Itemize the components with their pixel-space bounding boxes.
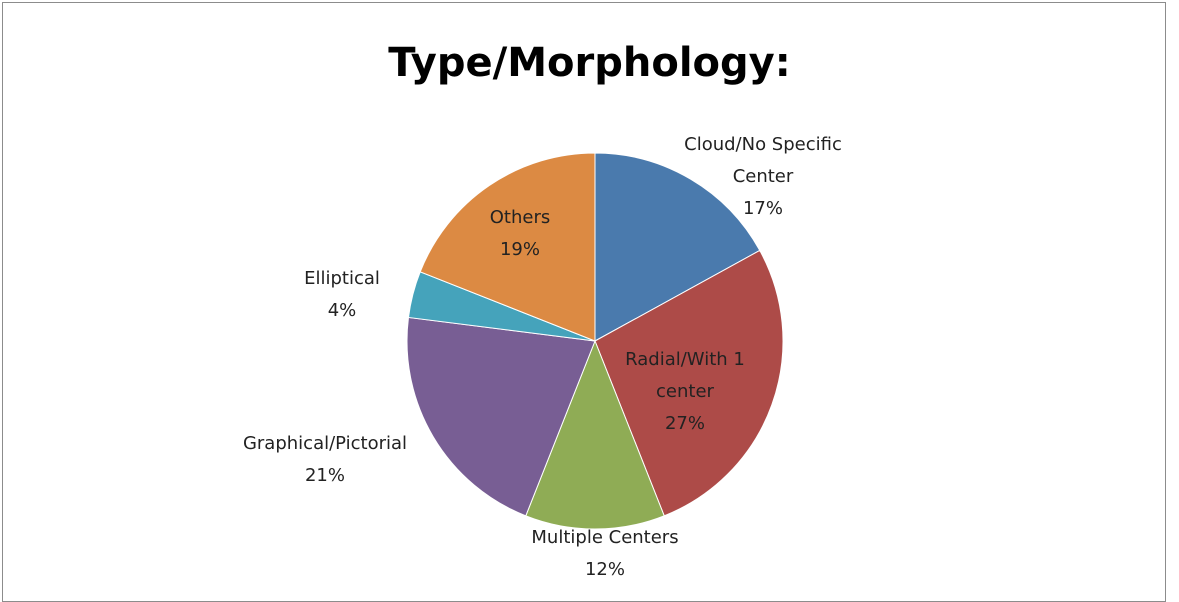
chart-title: Type/Morphology:	[388, 40, 791, 86]
value-label: 4%	[327, 300, 357, 321]
data-label: Multiple Centers 12%	[485, 522, 725, 586]
data-label: Others 19%	[460, 202, 580, 266]
slice-label: Cloud/No Specific Center	[684, 134, 842, 187]
slice-label: Graphical/Pictorial	[242, 433, 408, 454]
slice-label: Others	[489, 207, 551, 228]
value-label: 17%	[742, 198, 783, 219]
slice-label: Elliptical	[304, 268, 380, 289]
pie-slice	[406, 316, 596, 517]
pie-slice	[594, 249, 784, 517]
pie-slice	[525, 339, 665, 530]
value-label: 12%	[584, 559, 625, 580]
pie-slice	[594, 152, 761, 342]
value-label: 21%	[304, 465, 345, 486]
chart	[406, 152, 784, 530]
data-label: Graphical/Pictorial 21%	[205, 428, 445, 492]
data-label: Cloud/No Specific Center 17%	[668, 129, 858, 225]
pie-slice	[419, 152, 596, 342]
data-label: Radial/With 1 center 27%	[615, 344, 755, 440]
slice-label: Multiple Centers	[531, 527, 679, 548]
data-label: Elliptical 4%	[282, 263, 402, 327]
value-label: 27%	[664, 413, 705, 434]
value-label: 19%	[499, 239, 540, 260]
slice-label: Radial/With 1 center	[625, 349, 745, 402]
